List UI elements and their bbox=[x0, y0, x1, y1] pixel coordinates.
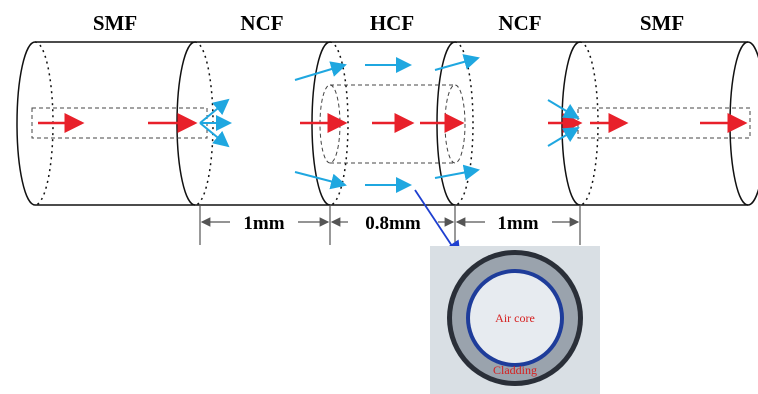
dimension-label: 1mm bbox=[243, 213, 284, 234]
fiber-label: NCF bbox=[240, 11, 283, 35]
fiber-diagram: SMF NCF HCF NCF SMF 1mm 0.8mm 1mm Air co… bbox=[0, 0, 758, 394]
dimension-label: 0.8mm bbox=[365, 213, 421, 234]
cross-section-inset: Air core Cladding bbox=[430, 246, 600, 394]
core-label: Air core bbox=[495, 311, 535, 325]
fiber-label: SMF bbox=[93, 11, 137, 35]
light-arrows bbox=[38, 58, 745, 185]
fiber-labels: SMF NCF HCF NCF SMF bbox=[93, 11, 684, 35]
fiber-label: NCF bbox=[498, 11, 541, 35]
dimension-label: 1mm bbox=[497, 213, 538, 234]
cladding-label: Cladding bbox=[493, 363, 537, 377]
fiber-label: SMF bbox=[640, 11, 684, 35]
fiber-label: HCF bbox=[370, 11, 414, 35]
